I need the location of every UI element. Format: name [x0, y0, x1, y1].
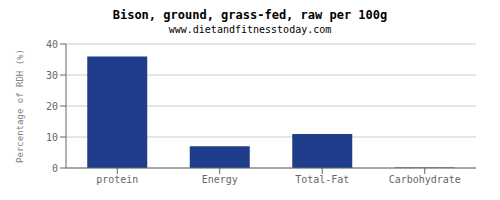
svg-text:20: 20 — [46, 101, 58, 112]
svg-text:Carbohydrate: Carbohydrate — [389, 174, 461, 185]
svg-text:Percentage of RDH (%): Percentage of RDH (%) — [15, 49, 25, 163]
svg-text:0: 0 — [52, 163, 58, 174]
svg-text:Energy: Energy — [202, 174, 238, 185]
svg-text:30: 30 — [46, 70, 58, 81]
svg-text:40: 40 — [46, 39, 58, 50]
svg-text:protein: protein — [96, 174, 138, 185]
svg-text:Total-Fat: Total-Fat — [295, 174, 349, 185]
html-text:www.dietandfitnesstoday.com: www.dietandfitnesstoday.com — [168, 24, 332, 35]
html-text:Bison, ground, grass-fed, raw: Bison, ground, grass-fed, raw per 100g — [112, 8, 388, 22]
svg-text:10: 10 — [46, 132, 58, 143]
